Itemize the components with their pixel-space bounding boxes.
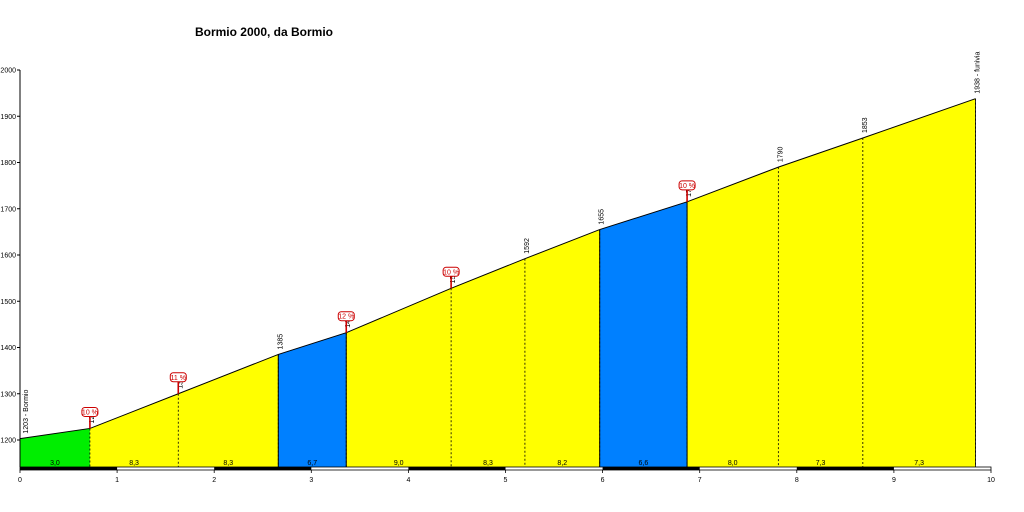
segment-gradient-label-5: 8,3 [483, 460, 493, 467]
profile-line-layer [19, 98, 976, 440]
segment-fill-10 [862, 98, 976, 468]
max-gradient-marker-layer: 10 % 11 % 12 % 10 % 10 % [81, 180, 696, 429]
segment-gradient-label-9: 7,3 [816, 460, 826, 467]
max-gradient-box-2 [337, 311, 355, 322]
x-axis-km-block-2 [214, 467, 312, 470]
y-tick-label-1: 1300 [0, 391, 16, 398]
y-tick-label-4: 1600 [0, 253, 16, 260]
max-gradient-label-1: 11 % [171, 375, 186, 382]
max-gradient-box-1 [169, 372, 187, 383]
max-gradient-label-4: 10 % [679, 183, 695, 190]
segment-fill-5 [451, 258, 525, 467]
x-tick-label-7: 7 [698, 477, 702, 484]
max-gradient-label-3: 10 % [443, 269, 459, 276]
max-gradient-box-0 [81, 406, 99, 417]
segment-gradient-label-8: 8,0 [728, 460, 738, 467]
axes-layer: 1200 1300 1400 1500 1600 1700 1800 1900 2000 0 1 2 3… [0, 68, 995, 485]
segment-gradient-label-6: 8,2 [557, 460, 567, 467]
segment-fill-0 [20, 428, 90, 467]
x-tick-label-0: 0 [18, 477, 22, 484]
altitude-label-10: 1853 [862, 117, 869, 133]
profile-fill-layer [20, 98, 976, 468]
max-gradient-label-0: 10 % [82, 409, 98, 416]
segment-fill-7 [599, 201, 688, 467]
segment-fill-8 [687, 167, 779, 467]
y-tick-label-7: 1900 [0, 114, 16, 121]
segment-divider-layer [89, 98, 976, 467]
max-gradient-box-4 [678, 180, 696, 191]
x-tick-label-8: 8 [795, 477, 799, 484]
y-tick-label-8: 2000 [0, 68, 16, 75]
x-tick-label-1: 1 [115, 477, 119, 484]
altitude-label-11: 1938 - funivia [974, 52, 981, 94]
segment-fill-6 [524, 229, 600, 467]
segment-fill-2 [178, 354, 279, 467]
chart-title: Bormio 2000, da Bormio [195, 25, 333, 39]
max-gradient-box-3 [442, 266, 460, 277]
segment-gradient-label-7: 6,6 [639, 460, 649, 467]
altitude-label-3: 1385 [277, 334, 284, 350]
altitude-label-9: 1790 [777, 146, 784, 162]
x-axis-km-block-8 [796, 467, 894, 470]
y-tick-label-2: 1400 [0, 345, 16, 352]
segment-gradient-label-4: 9,0 [394, 460, 404, 467]
segment-fill-4 [346, 288, 452, 467]
x-tick-label-4: 4 [406, 477, 410, 484]
segment-gradient-label-1: 8,3 [129, 460, 139, 467]
y-tick-label-0: 1200 [0, 438, 16, 445]
x-axis-km-block-0 [20, 467, 118, 470]
segment-fill-3 [278, 332, 347, 467]
x-tick-label-3: 3 [309, 477, 313, 484]
x-tick-label-5: 5 [504, 477, 508, 484]
segment-fill-1 [89, 393, 179, 467]
segment-gradient-label-10: 7,3 [914, 460, 924, 467]
x-tick-label-6: 6 [601, 477, 605, 484]
y-tick-label-6: 1800 [0, 160, 16, 167]
x-axis-km-block-4 [408, 467, 506, 470]
segment-gradient-label-3: 6,7 [307, 460, 317, 467]
max-gradient-label-2: 12 % [338, 314, 354, 321]
x-axis-km-block-6 [602, 467, 700, 470]
segment-gradient-layer: 3,0 8,3 8,3 6,7 9,0 8,3 8,2 6,6 8,0 7,3 7,3 [50, 460, 924, 467]
altitude-label-0: 1203 - Bormio [23, 390, 30, 434]
y-tick-label-5: 1700 [0, 206, 16, 213]
segment-gradient-label-0: 3,0 [50, 460, 60, 467]
x-tick-label-2: 2 [212, 477, 216, 484]
altitude-label-6: 1592 [524, 238, 531, 254]
altitude-label-7: 1655 [599, 209, 606, 225]
y-tick-label-3: 1500 [0, 299, 16, 306]
x-tick-label-10: 10 [987, 477, 995, 484]
segment-gradient-label-2: 8,3 [223, 460, 233, 467]
profile-line [19, 98, 976, 440]
x-tick-label-9: 9 [892, 477, 896, 484]
segment-fill-9 [778, 137, 863, 468]
